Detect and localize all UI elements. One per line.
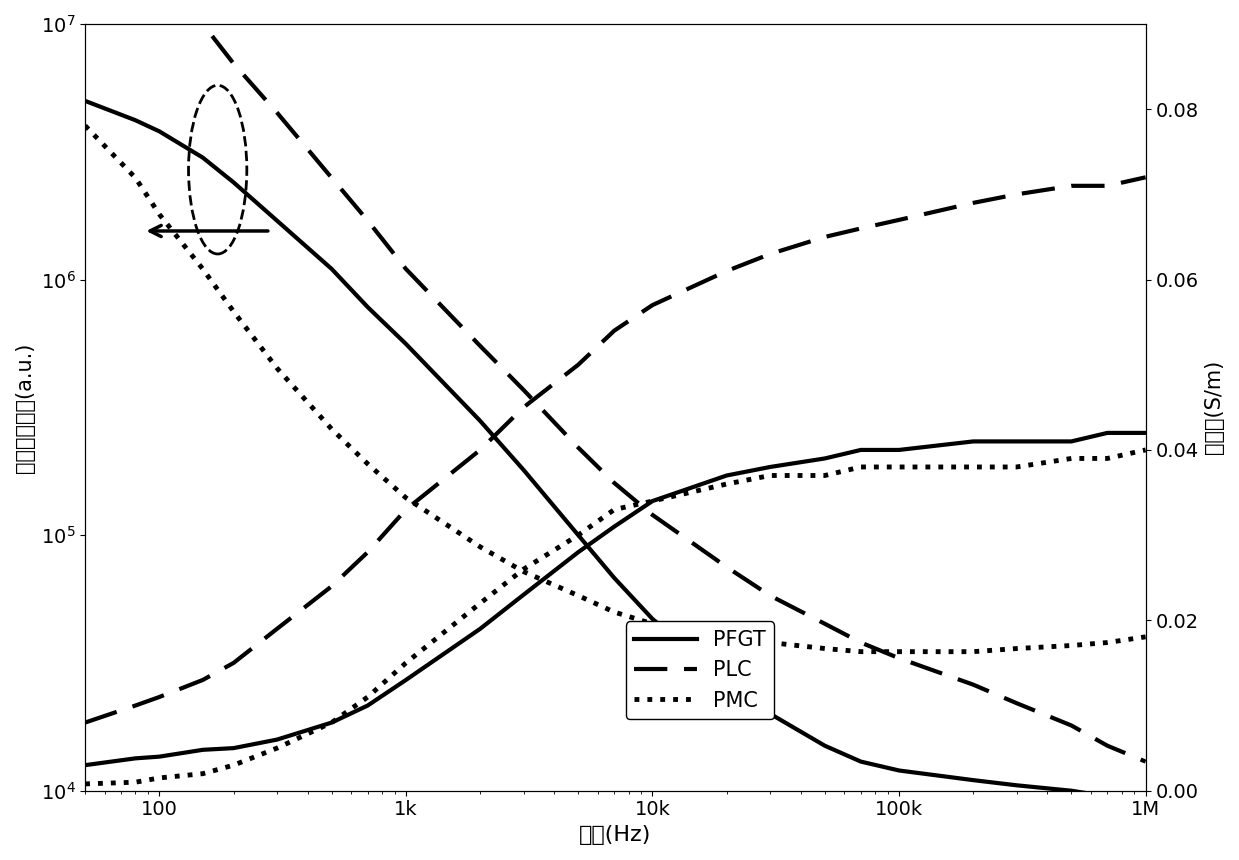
PLC (227, 58, 242, 69)
PFGT (1139, 797, 1154, 808)
PFGT (720, 675, 735, 685)
PLC (607, 478, 622, 488)
PMC (128, 173, 142, 183)
PMC (720, 632, 735, 642)
PLC (720, 562, 735, 572)
PLC (473, 341, 488, 351)
PFGT (196, 152, 211, 163)
PLC (854, 637, 869, 648)
PFGT (1064, 785, 1079, 796)
PMC (966, 647, 981, 657)
PMC (325, 424, 339, 434)
PLC (1010, 698, 1025, 709)
PMC (1010, 643, 1025, 654)
PLC (966, 679, 981, 690)
PMC (1100, 637, 1115, 648)
PMC (517, 567, 532, 577)
PMC (152, 209, 167, 219)
PFGT (152, 126, 167, 137)
PLC (1064, 721, 1079, 731)
PMC (270, 363, 285, 373)
Legend: PFGT, PLC, PMC: PFGT, PLC, PMC (626, 622, 774, 719)
PMC (227, 306, 242, 316)
PFGT (571, 530, 586, 540)
Y-axis label: 相对介电常数(a.u.): 相对介电常数(a.u.) (15, 342, 35, 472)
PFGT (607, 573, 622, 583)
PMC (854, 647, 869, 657)
PFGT (325, 264, 339, 274)
PLC (763, 591, 778, 601)
PMC (571, 591, 586, 601)
Y-axis label: 电导率(S/m): 电导率(S/m) (1204, 360, 1224, 454)
Line: PLC: PLC (85, 0, 1146, 762)
PFGT (1010, 780, 1025, 790)
PLC (892, 653, 907, 663)
PMC (196, 264, 211, 274)
PLC (361, 216, 375, 226)
PMC (473, 542, 488, 552)
PFGT (892, 765, 907, 776)
Line: PMC: PMC (85, 126, 1146, 652)
PFGT (78, 95, 93, 106)
PMC (361, 458, 375, 469)
PFGT (966, 775, 981, 785)
PLC (571, 442, 586, 452)
PFGT (854, 757, 869, 767)
PFGT (473, 415, 488, 426)
PLC (196, 19, 211, 29)
PMC (892, 647, 907, 657)
Line: PFGT: PFGT (85, 101, 1146, 802)
PLC (1100, 740, 1115, 751)
PFGT (399, 339, 414, 349)
PMC (399, 493, 414, 503)
PFGT (517, 464, 532, 475)
PMC (763, 637, 778, 648)
PFGT (763, 709, 778, 719)
PLC (1139, 757, 1154, 767)
PLC (325, 173, 339, 183)
PFGT (270, 216, 285, 226)
PFGT (646, 614, 660, 624)
PLC (399, 264, 414, 274)
PLC (270, 108, 285, 118)
PMC (607, 607, 622, 617)
PMC (818, 643, 833, 654)
PFGT (361, 302, 375, 312)
PFGT (227, 177, 242, 187)
PMC (1139, 632, 1154, 642)
PFGT (818, 740, 833, 751)
PMC (78, 120, 93, 131)
PFGT (1100, 791, 1115, 802)
PLC (818, 618, 833, 629)
X-axis label: 频率(Hz): 频率(Hz) (579, 825, 652, 845)
PLC (517, 384, 532, 395)
PLC (646, 510, 660, 520)
PMC (646, 618, 660, 629)
PFGT (128, 115, 142, 126)
PMC (1064, 641, 1079, 651)
